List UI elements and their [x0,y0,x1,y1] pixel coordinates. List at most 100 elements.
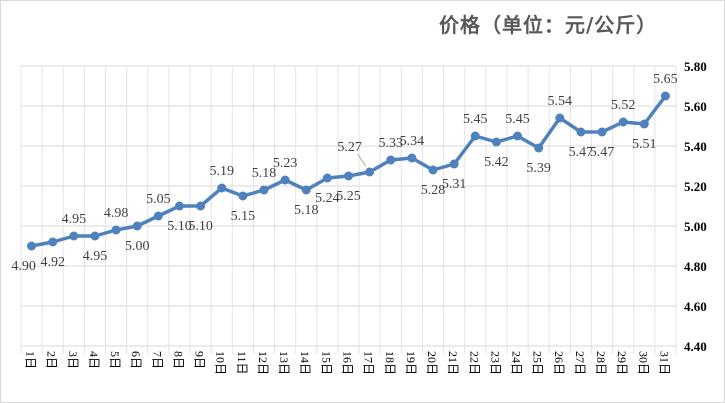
data-label: 5.19 [209,164,234,179]
data-point [407,153,417,163]
x-tick-label: 31日 [657,351,671,375]
data-point [555,113,565,123]
data-label: 4.90 [11,259,36,274]
data-point [428,165,438,175]
data-point [301,185,311,195]
data-point [513,131,523,141]
x-tick-label: 30日 [636,351,650,375]
data-label: 5.24 [315,191,340,206]
x-tick-label: 6日 [129,351,143,369]
data-label: 5.18 [252,166,277,181]
data-label: 5.25 [336,189,361,204]
data-label: 5.33 [379,136,404,151]
data-point [69,231,79,241]
data-point [217,183,227,193]
x-tick-label: 15日 [319,351,333,375]
y-tick-label: 5.40 [684,139,707,154]
data-point [597,127,607,137]
data-point [111,225,121,235]
data-label: 5.05 [146,192,171,207]
y-tick-label: 4.40 [684,339,707,354]
data-label: 5.52 [611,98,636,113]
x-tick-label: 23日 [488,351,502,375]
data-point [153,211,163,221]
data-label: 5.42 [484,155,509,170]
data-label: 5.15 [231,209,256,224]
x-tick-label: 10日 [214,351,228,375]
x-tick-label: 20日 [425,351,439,375]
data-point [534,143,544,153]
data-point [196,201,206,211]
data-label: 5.10 [167,219,192,234]
data-point [449,159,459,169]
x-tick-label: 26日 [552,351,566,375]
data-label: 5.47 [569,145,594,160]
data-point [660,91,670,101]
data-label: 5.10 [188,219,213,234]
x-tick-label: 12日 [256,351,270,375]
x-tick-label: 2日 [45,351,59,369]
data-label: 5.51 [632,137,657,152]
y-tick-label: 5.00 [684,219,707,234]
data-point [365,167,375,177]
x-tick-label: 27日 [573,351,587,375]
data-point [48,237,58,247]
data-point [639,119,649,129]
data-label: 5.54 [548,94,573,109]
x-tick-label: 28日 [594,351,608,375]
data-label: 5.45 [505,112,530,127]
y-tick-label: 4.60 [684,299,707,314]
x-tick-label: 21日 [446,351,460,375]
data-label: 5.47 [590,145,615,160]
data-point [259,185,269,195]
data-label: 5.28 [421,183,446,198]
data-label: 5.27 [337,140,362,155]
x-tick-label: 11日 [235,351,249,375]
data-label: 5.45 [463,112,488,127]
x-tick-label: 1日 [24,351,38,369]
x-tick-label: 3日 [66,351,80,369]
data-label: 5.34 [400,134,425,149]
data-point [132,221,142,231]
y-tick-label: 5.80 [684,59,707,74]
x-tick-label: 22日 [467,351,481,375]
data-point [344,171,353,181]
data-label: 4.92 [40,255,65,270]
y-tick-label: 4.80 [684,259,707,274]
x-tick-label: 5日 [108,351,122,369]
data-point [90,231,100,241]
data-point [322,173,332,183]
x-tick-label: 24日 [510,351,524,375]
data-point [238,191,248,201]
y-tick-label: 5.60 [684,99,707,114]
x-tick-label: 9日 [193,351,207,369]
x-tick-label: 29日 [615,351,629,375]
data-label: 5.39 [526,161,551,176]
leader-line [357,153,367,167]
x-tick-label: 17日 [362,351,376,375]
x-tick-label: 7日 [150,351,164,369]
data-point [280,175,290,185]
data-label: 4.95 [62,212,87,227]
x-tick-label: 14日 [298,351,312,375]
x-tick-label: 13日 [277,351,291,375]
x-tick-label: 4日 [87,351,101,369]
chart-title: 价格（单位：元/公斤） [439,13,658,37]
data-label: 5.00 [125,239,150,254]
x-tick-label: 16日 [341,351,355,375]
data-point [470,131,480,141]
x-tick-label: 8日 [171,351,185,369]
x-tick-label: 18日 [383,351,397,375]
data-label: 5.31 [442,177,467,192]
data-point [386,155,396,165]
data-label: 4.98 [104,206,129,221]
data-point [174,201,184,211]
data-point [27,241,37,251]
data-point [576,127,586,137]
data-label: 5.23 [273,156,298,171]
x-tick-label: 25日 [531,351,545,375]
x-tick-label: 19日 [404,351,418,375]
data-point [491,137,501,147]
y-tick-label: 5.20 [684,179,707,194]
